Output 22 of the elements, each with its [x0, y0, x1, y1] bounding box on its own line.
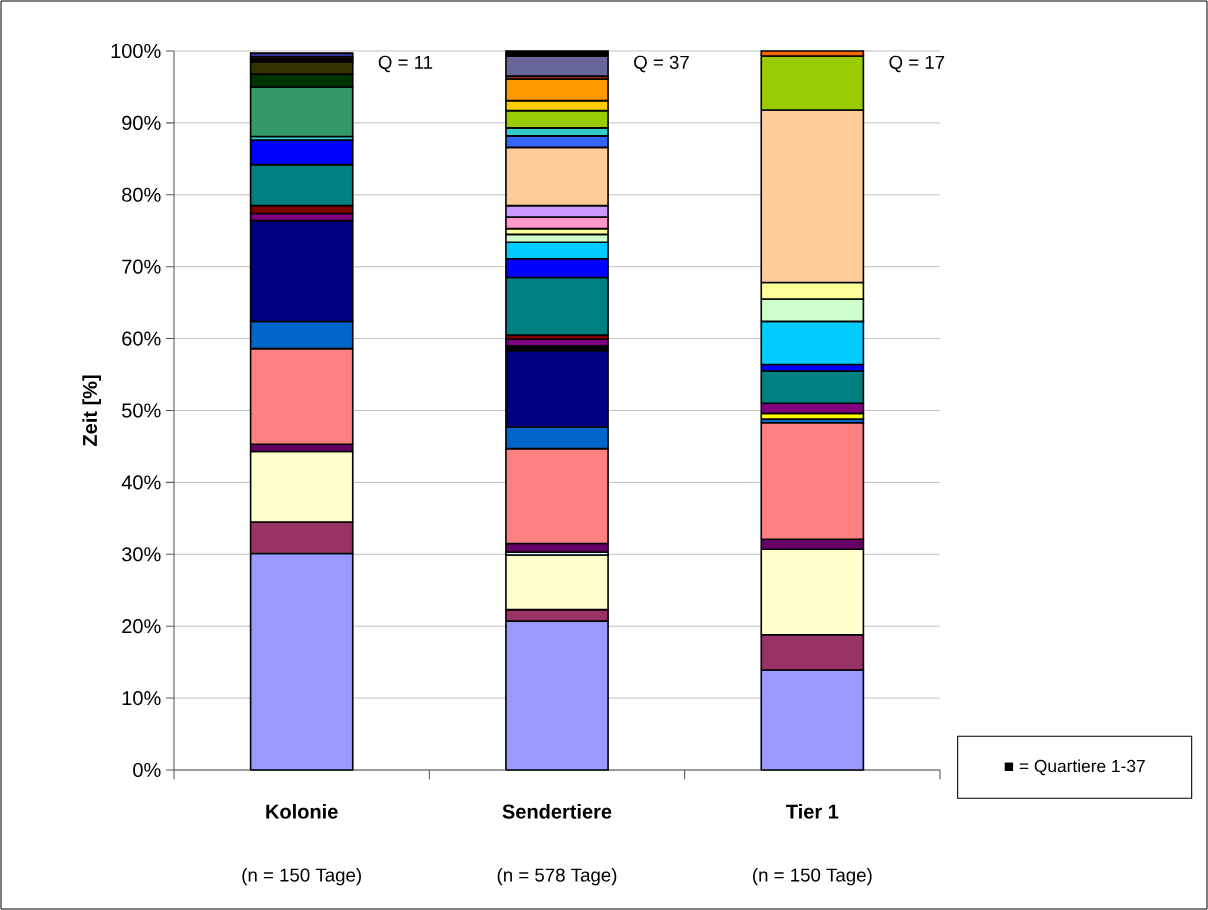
y-tick-label: 90% [122, 115, 161, 130]
y-tick-label: 20% [122, 619, 161, 634]
text: (n = 150 Tage) [753, 867, 872, 886]
text: (n = 578 Tage) [497, 867, 617, 886]
x-tick-label: Kolonie [266, 804, 338, 819]
y-axis-title: Zeit [%] [82, 375, 101, 447]
y-tick-label: 50% [122, 403, 161, 418]
y-tick-label: 100% [111, 43, 161, 59]
y-tick-label: 60% [122, 331, 161, 346]
y-tick-label: 40% [121, 475, 161, 490]
text: (n = 150 Tage) [242, 867, 361, 886]
x-tick-label: Sendertiere [502, 804, 612, 819]
y-tick-label: 0% [133, 762, 161, 778]
annotation: Q = 17 [889, 55, 945, 73]
y-tick-label: 10% [122, 691, 161, 706]
text: ■ = Quartiere 1-37 [1004, 759, 1145, 776]
annotation: Q = 37 [634, 55, 689, 73]
y-tick-label: 30% [122, 547, 161, 562]
y-tick-label: 80% [122, 187, 161, 202]
y-tick-label: 70% [122, 259, 161, 274]
x-tick-label: Tier 1 [786, 804, 839, 819]
annotation: Q = 11 [378, 55, 433, 73]
